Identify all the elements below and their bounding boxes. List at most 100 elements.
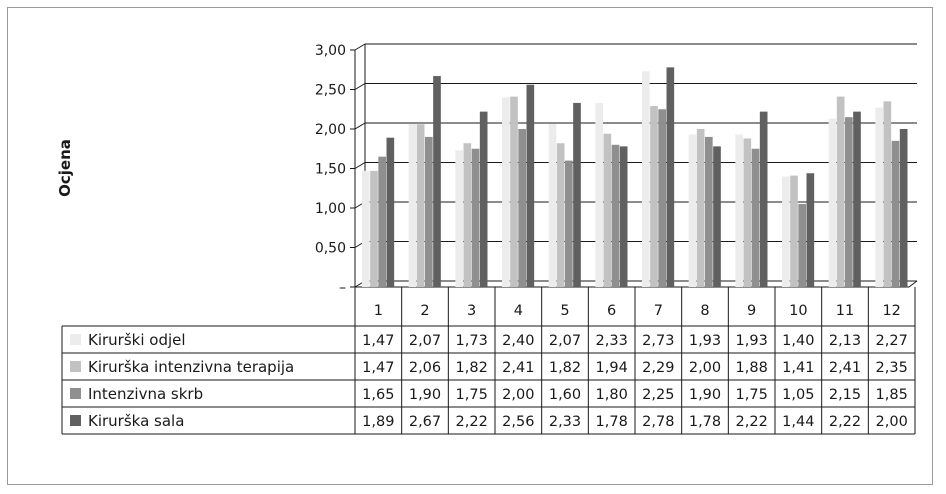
- data-value: 1,94: [596, 360, 628, 376]
- bar: [759, 111, 768, 288]
- legend-label: Intenzivna skrb: [88, 385, 203, 403]
- bar: [611, 144, 620, 287]
- bar: [751, 148, 760, 287]
- data-value: 1,93: [689, 333, 721, 349]
- data-value: 2,25: [642, 387, 674, 403]
- data-value: 1,60: [549, 387, 581, 403]
- category-label: 4: [514, 303, 523, 319]
- data-value: 2,15: [829, 387, 861, 403]
- data-value: 1,41: [782, 360, 814, 376]
- bar: [845, 117, 853, 288]
- y-axis-title: Ocjena: [56, 139, 74, 197]
- data-value: 1,47: [362, 360, 394, 376]
- data-value: 2,00: [502, 387, 534, 403]
- category-label: 8: [700, 303, 709, 319]
- gridline-depth: [354, 162, 366, 169]
- bar: [479, 111, 488, 288]
- data-value: 1,44: [782, 414, 814, 430]
- legend-swatch: [70, 361, 81, 372]
- data-value: 1,05: [782, 387, 814, 403]
- category-label: 9: [747, 303, 756, 319]
- category-label: 11: [836, 303, 854, 319]
- data-value: 2,22: [456, 414, 488, 430]
- data-value: 2,78: [642, 414, 674, 430]
- bar: [806, 173, 815, 287]
- y-tick-label: –: [339, 280, 346, 296]
- data-value: 1,89: [362, 414, 394, 430]
- bar: [696, 129, 705, 287]
- bar: [853, 111, 861, 288]
- bar: [743, 138, 752, 287]
- data-value: 2,33: [549, 414, 581, 430]
- bar: [619, 146, 628, 287]
- bar: [416, 124, 425, 287]
- y-tick-label: 0,50: [315, 241, 346, 257]
- data-value: 2,67: [409, 414, 441, 430]
- bar: [408, 123, 417, 287]
- bar: [463, 143, 472, 287]
- bar: [650, 106, 658, 287]
- data-value: 2,33: [596, 333, 628, 349]
- bar: [471, 148, 480, 287]
- bar: [666, 67, 675, 287]
- y-tick-label: 1,50: [315, 162, 346, 178]
- bar: [433, 76, 441, 287]
- y-tick-label: 3,00: [315, 43, 346, 59]
- bar: [713, 146, 721, 287]
- data-value: 1,85: [876, 387, 908, 403]
- chart-frame: [7, 7, 933, 485]
- data-value: 1,88: [736, 360, 768, 376]
- legend-swatch: [70, 388, 81, 399]
- data-value: 1,80: [596, 387, 628, 403]
- data-value: 2,73: [642, 333, 674, 349]
- data-value: 1,65: [362, 387, 394, 403]
- data-value: 2,35: [876, 360, 908, 376]
- data-value: 1,47: [362, 333, 394, 349]
- bar: [705, 136, 713, 287]
- bar: [891, 140, 900, 287]
- bar: [688, 134, 697, 287]
- data-value: 1,93: [736, 333, 768, 349]
- data-value: 2,40: [502, 333, 534, 349]
- data-value: 2,27: [876, 333, 908, 349]
- bar: [875, 107, 883, 287]
- floor-edge: [908, 280, 918, 288]
- data-value: 2,56: [502, 414, 534, 430]
- category-label: 3: [467, 303, 476, 319]
- bar: [798, 204, 806, 287]
- bar: [573, 102, 581, 288]
- bar: [565, 160, 573, 287]
- data-value: 1,78: [689, 414, 721, 430]
- bar: [883, 101, 892, 287]
- bar: [595, 102, 603, 288]
- bar: [502, 97, 510, 288]
- legend-label: Kirurška intenzivna terapija: [88, 358, 294, 376]
- category-label: 6: [607, 303, 616, 319]
- bar: [455, 150, 463, 287]
- bar: [828, 118, 837, 287]
- bar: [518, 129, 526, 287]
- category-label: 5: [560, 303, 569, 319]
- bar: [735, 134, 743, 287]
- bar: [526, 84, 535, 287]
- gridline-depth: [354, 122, 366, 130]
- bar: [378, 156, 386, 287]
- gridline-depth: [354, 83, 366, 90]
- category-label: 10: [789, 303, 807, 319]
- bar: [386, 137, 395, 287]
- bar: [790, 175, 798, 287]
- bar: [899, 129, 908, 287]
- data-value: 2,41: [829, 360, 861, 376]
- legend-label: Kirurška sala: [88, 412, 184, 430]
- data-value: 2,41: [502, 360, 534, 376]
- data-value: 2,06: [409, 360, 441, 376]
- bar: [658, 109, 666, 287]
- bar: [510, 96, 518, 287]
- category-label: 12: [882, 303, 900, 319]
- bar: [548, 123, 557, 287]
- data-value: 1,90: [689, 387, 721, 403]
- data-value: 2,07: [409, 333, 441, 349]
- data-value: 2,22: [829, 414, 861, 430]
- data-value: 1,75: [736, 387, 768, 403]
- data-value: 1,82: [549, 360, 581, 376]
